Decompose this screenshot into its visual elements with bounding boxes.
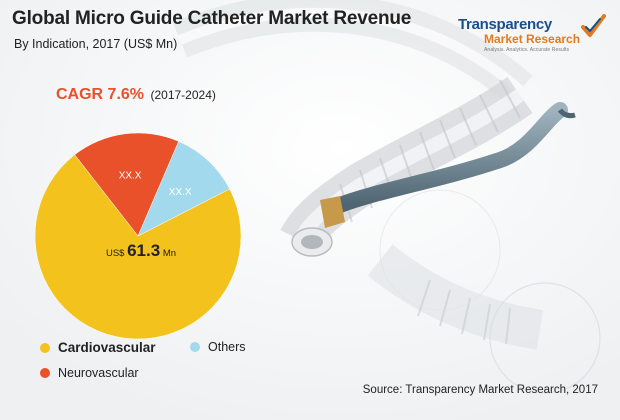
- source-note: Source: Transparency Market Research, 20…: [362, 384, 598, 396]
- legend-label-others: Others: [208, 340, 246, 354]
- pie-slice-others: [137, 141, 230, 237]
- pie-label-neurovascular: XX.X: [119, 171, 142, 182]
- legend-item-cardiovascular: Cardiovascular: [40, 340, 156, 355]
- legend-swatch-cardiovascular: [40, 342, 50, 353]
- logo-line-transparency: Transparency: [458, 16, 552, 33]
- legend-swatch-others: [190, 341, 200, 352]
- pie-slice-neurovascular: [74, 132, 179, 237]
- legend-item-others: Others: [190, 340, 246, 354]
- cagr-annotation: CAGR 7.6% (2017-2024): [56, 86, 216, 104]
- pie-label-cardiovascular: US$ 61.3 Mn: [106, 241, 176, 260]
- legend-item-neurovascular: Neurovascular: [40, 366, 139, 380]
- chart-title: Global Micro Guide Catheter Market Reven…: [12, 8, 412, 29]
- cagr-period: (2017-2024): [150, 88, 216, 102]
- legend-label-cardiovascular: Cardiovascular: [58, 340, 156, 355]
- cagr-value: CAGR 7.6%: [56, 86, 145, 103]
- legend-label-neurovascular: Neurovascular: [58, 366, 139, 380]
- chart-subtitle: By Indication, 2017 (US$ Mn): [14, 37, 178, 51]
- logo-line-market-research: Market Research: [484, 32, 581, 46]
- logo-tagline: Analysis. Analytics. Accurate Results: [484, 47, 570, 53]
- logo-check-icon: [581, 14, 606, 37]
- pie-slice-cardiovascular: [34, 154, 242, 340]
- pie-label-others: XX.X: [169, 187, 192, 198]
- legend-swatch-neurovascular: [40, 367, 50, 378]
- company-logo: Transparency Market Research Analysis. A…: [458, 14, 608, 53]
